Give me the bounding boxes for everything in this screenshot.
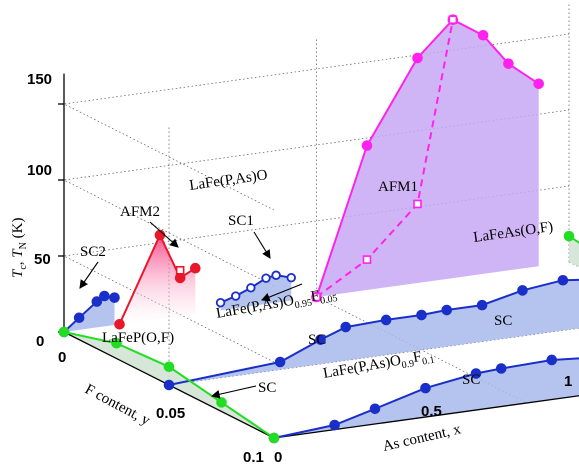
sc1-arrow — [253, 231, 271, 259]
y-axis-label: F content, y — [82, 381, 153, 429]
compound-label-top: LaFe(P,As)O — [188, 167, 268, 194]
sc1-label: SC1 — [228, 213, 254, 229]
annotation-arrows — [79, 221, 303, 399]
compound-label-left: LaFeP(O,F) — [102, 330, 174, 346]
data-point — [563, 230, 575, 242]
x-tick-label: 0.5 — [421, 403, 442, 420]
sc2-label: SC2 — [80, 244, 106, 260]
series-line-2 — [118, 232, 196, 325]
data-point — [73, 312, 85, 324]
data-point — [412, 52, 423, 64]
sc2-arrow — [79, 261, 99, 289]
data-point — [477, 29, 489, 41]
data-point — [517, 285, 528, 296]
z-tick-label: 50 — [34, 251, 51, 268]
data-point — [476, 299, 488, 311]
data-point — [557, 274, 569, 286]
z-label-t1: T — [10, 268, 26, 278]
data-point — [361, 140, 373, 151]
data-point — [286, 273, 296, 283]
green-region-right — [569, 236, 579, 268]
data-series — [58, 14, 579, 444]
sc-label-left: SC — [258, 380, 276, 396]
data-point — [503, 58, 514, 69]
z-ticks: 0 50 100 150 — [27, 71, 52, 350]
y-tick-label: 0 — [58, 349, 66, 366]
data-point — [274, 356, 286, 368]
z-axis-label: Tc, TN (K) — [10, 218, 29, 278]
sc-label-right: SC — [494, 313, 512, 329]
grid-line — [168, 327, 579, 386]
data-point — [215, 298, 226, 308]
z-label-c: c — [18, 265, 29, 270]
data-point — [58, 326, 70, 338]
z-tick-label: 100 — [27, 162, 52, 179]
data-point — [111, 338, 122, 349]
x-axis-label: As content, x — [381, 421, 463, 455]
data-point — [420, 382, 431, 394]
data-point — [99, 290, 110, 302]
data-point — [413, 199, 422, 209]
afm2-region — [119, 235, 196, 325]
data-point — [470, 368, 482, 379]
data-point — [416, 309, 427, 321]
data-point — [362, 255, 372, 264]
y-tick-label: 0.1 — [243, 449, 264, 466]
afm2-arrow — [149, 221, 179, 248]
x-tick-label: 0 — [274, 449, 282, 466]
data-point — [230, 291, 241, 301]
afm2-label: AFM2 — [120, 204, 160, 220]
x-axis-line — [273, 395, 579, 439]
series-line-1 — [315, 19, 454, 298]
data-point — [495, 363, 507, 374]
z-label-t2: T — [10, 248, 26, 258]
y-tick-label: 0.05 — [156, 405, 185, 422]
sc-arrow — [210, 385, 257, 399]
data-point — [91, 296, 103, 307]
data-point — [163, 361, 175, 373]
data-point — [533, 78, 545, 90]
data-point — [190, 262, 201, 274]
sc2-region — [64, 296, 115, 332]
z-label-n: N — [18, 242, 29, 249]
data-point — [546, 354, 558, 366]
data-point — [315, 334, 326, 345]
data-point — [329, 419, 340, 431]
data-point — [312, 292, 321, 302]
data-point — [109, 292, 120, 303]
z-tick-label: 0 — [36, 333, 44, 350]
sc-label-mid: SC — [308, 332, 326, 348]
data-point — [216, 397, 227, 408]
data-point — [175, 265, 185, 275]
data-point — [261, 273, 271, 283]
data-point — [340, 321, 352, 333]
data-point — [114, 319, 125, 330]
data-point — [271, 270, 281, 280]
z-label-unit: (K) — [10, 218, 26, 239]
slice-mid-arrow — [260, 283, 303, 302]
afm1-label: AFM1 — [378, 179, 418, 195]
afm1-region — [316, 19, 539, 297]
data-point — [268, 432, 280, 444]
data-point — [441, 304, 453, 316]
data-point — [448, 15, 458, 25]
series-line-6 — [168, 278, 579, 386]
x-ticks: 0 0.5 1 — [274, 373, 572, 466]
data-point — [380, 314, 392, 326]
sc-region-front — [274, 358, 579, 438]
sc1-region — [220, 275, 292, 311]
data-point — [154, 229, 166, 241]
sc-label-front: SC — [462, 372, 480, 388]
data-point — [246, 283, 256, 293]
z-tick-label: 150 — [27, 71, 52, 88]
x-tick-label: 1 — [564, 373, 572, 390]
data-point — [163, 379, 175, 391]
data-point — [369, 403, 381, 415]
y-ticks: 0 0.05 0.1 — [58, 349, 264, 466]
